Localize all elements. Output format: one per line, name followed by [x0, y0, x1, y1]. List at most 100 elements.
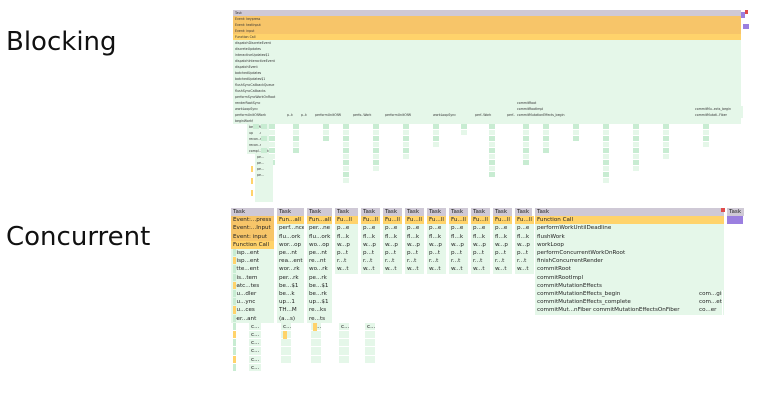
blocking-stack-cell[interactable] — [433, 130, 439, 135]
blocking-stack-cell[interactable] — [343, 136, 349, 141]
blocking-split-label[interactable]: performUnitOfWork — [313, 112, 341, 118]
blocking-row-0[interactable]: Task — [233, 10, 741, 16]
narrow-col-cell[interactable]: Fu...ll — [515, 216, 535, 225]
narrow-col-cell[interactable]: r...t — [493, 257, 513, 266]
orange-blip[interactable] — [313, 322, 317, 331]
first-deep-cell[interactable]: c... — [249, 339, 261, 347]
blocking-stack-cell[interactable] — [269, 136, 275, 141]
blocking-stack-cell[interactable] — [633, 166, 639, 171]
blocking-deep-3[interactable]: recon..ray — [247, 142, 269, 148]
blocking-stack-cell[interactable] — [489, 154, 495, 159]
blocking-stack-cell[interactable] — [603, 172, 609, 177]
deep-stack-cell[interactable] — [339, 331, 349, 339]
left-marker[interactable] — [233, 265, 236, 273]
blocking-stack-cell[interactable] — [633, 154, 639, 159]
blocking-row-4[interactable]: Function Call — [233, 34, 741, 40]
blocking-deep-2[interactable]: recon..ren — [247, 136, 269, 142]
task-bar[interactable]: Task — [231, 208, 275, 217]
col2-row-11[interactable]: TH...M — [277, 306, 305, 315]
blocking-left-stack[interactable]: pe... — [255, 172, 273, 178]
blocking-stack-cell[interactable] — [663, 142, 669, 147]
blocking-row-1[interactable]: Event: keypress — [233, 16, 741, 22]
blocking-stack-cell[interactable] — [323, 130, 329, 135]
blocking-row-7[interactable]: interactiveUpdates$1 — [233, 52, 741, 58]
blocking-stack-cell[interactable] — [489, 118, 495, 123]
deep-stack-cell[interactable] — [311, 331, 321, 339]
blocking-stack-cell[interactable] — [323, 118, 329, 123]
blocking-stack-cell[interactable] — [343, 166, 349, 171]
left-marker[interactable] — [233, 314, 236, 322]
col3-row-5[interactable]: re...nt — [307, 257, 333, 266]
first-col-row-1[interactable]: Event:...Input — [231, 224, 275, 233]
deep-stack-cell[interactable]: c...l — [281, 322, 291, 330]
task-bar[interactable]: Task — [493, 208, 513, 217]
blocking-left-stack[interactable]: pe... — [255, 154, 273, 160]
narrow-col-cell[interactable]: p...e — [383, 224, 403, 233]
narrow-col-cell[interactable]: p...t — [427, 249, 447, 258]
col3-row-0[interactable]: Fun...all — [307, 216, 333, 225]
narrow-col-cell[interactable]: p...e — [361, 224, 381, 233]
narrow-col-cell[interactable]: w...p — [405, 240, 425, 249]
blocking-stack-cell[interactable] — [343, 154, 349, 159]
long-task-marker[interactable] — [721, 208, 725, 212]
blocking-stack-cell[interactable] — [343, 130, 349, 135]
blocking-stack-cell[interactable] — [343, 124, 349, 129]
narrow-col-cell[interactable]: w...t — [515, 265, 535, 274]
blocking-stack-cell[interactable] — [343, 118, 349, 123]
col2-row-12[interactable]: (a...s) — [277, 314, 305, 323]
blocking-row-12[interactable]: flushSyncCallbackQueue — [233, 82, 741, 88]
left-marker[interactable] — [233, 355, 236, 363]
narrow-col-cell[interactable]: r...t — [449, 257, 469, 266]
narrow-col-cell[interactable]: r...t — [427, 257, 447, 266]
task-bar[interactable]: Task — [727, 208, 745, 217]
blocking-stack-cell[interactable] — [603, 160, 609, 165]
blocking-stack-cell[interactable] — [433, 124, 439, 129]
left-marker[interactable] — [233, 249, 236, 257]
narrow-col-cell[interactable]: Fu...ll — [361, 216, 381, 225]
blocking-stack-cell[interactable] — [603, 130, 609, 135]
blocking-stack-cell[interactable] — [269, 124, 275, 129]
blocking-stack-cell[interactable] — [373, 148, 379, 153]
blocking-stack-cell[interactable] — [373, 154, 379, 159]
narrow-col-cell[interactable]: w...p — [383, 240, 403, 249]
first-col-row-3[interactable]: Function Call — [231, 240, 275, 249]
narrow-col-cell[interactable]: fl...k — [449, 232, 469, 241]
blocking-split-label[interactable]: performUnitOfWork — [383, 112, 411, 118]
narrow-col-cell[interactable]: p...t — [405, 249, 425, 258]
narrow-col-cell[interactable]: fl...k — [471, 232, 491, 241]
blocking-stack-cell[interactable] — [523, 154, 529, 159]
narrow-col-cell[interactable]: w...t — [405, 265, 425, 274]
left-marker[interactable] — [233, 298, 236, 306]
blocking-stack-cell[interactable] — [703, 136, 709, 141]
commit-root-impl[interactable]: commitRootImpl — [515, 106, 595, 112]
narrow-col-cell[interactable]: p...e — [427, 224, 447, 233]
narrow-col-cell[interactable]: w...t — [361, 265, 381, 274]
first-col-row-4[interactable]: disp...ent — [231, 249, 275, 258]
blocking-split-label[interactable]: perf..Work — [473, 112, 501, 118]
blocking-stack-cell[interactable] — [633, 130, 639, 135]
col2-row-5[interactable]: rea...ent — [277, 257, 305, 266]
deep-stack-cell[interactable] — [365, 347, 375, 355]
blocking-row-9[interactable]: dispatchEvent — [233, 64, 741, 70]
blocking-left-stack[interactable] — [255, 190, 273, 196]
col3-row-8[interactable]: be...$1 — [307, 281, 333, 290]
first-col-row-5[interactable]: disp...ent — [231, 257, 275, 266]
left-marker[interactable] — [233, 339, 236, 347]
blocking-stack-cell[interactable] — [603, 154, 609, 159]
blocking-stack-cell[interactable] — [633, 160, 639, 165]
left-marker[interactable] — [233, 322, 236, 330]
blocking-row-16[interactable]: workLoopSync — [233, 106, 741, 112]
col4-row-3[interactable]: w...p — [335, 240, 359, 249]
col3-row-10[interactable]: up...$1 — [307, 298, 333, 307]
first-col-row-2[interactable]: Event: input — [231, 232, 275, 241]
blocking-row-13[interactable]: flushSyncCallbacks — [233, 88, 741, 94]
narrow-col-cell[interactable]: fl...k — [427, 232, 447, 241]
yellow-tick[interactable] — [251, 190, 253, 196]
col2-row-6[interactable]: wor...rk — [277, 265, 305, 274]
blocking-stack-cell[interactable] — [663, 148, 669, 153]
blocking-stack-cell[interactable] — [261, 136, 267, 141]
narrow-col-cell[interactable]: fl...k — [515, 232, 535, 241]
deep-stack-cell[interactable] — [281, 355, 291, 363]
blocking-stack-cell[interactable] — [603, 166, 609, 171]
blocking-stack-cell[interactable] — [543, 148, 549, 153]
